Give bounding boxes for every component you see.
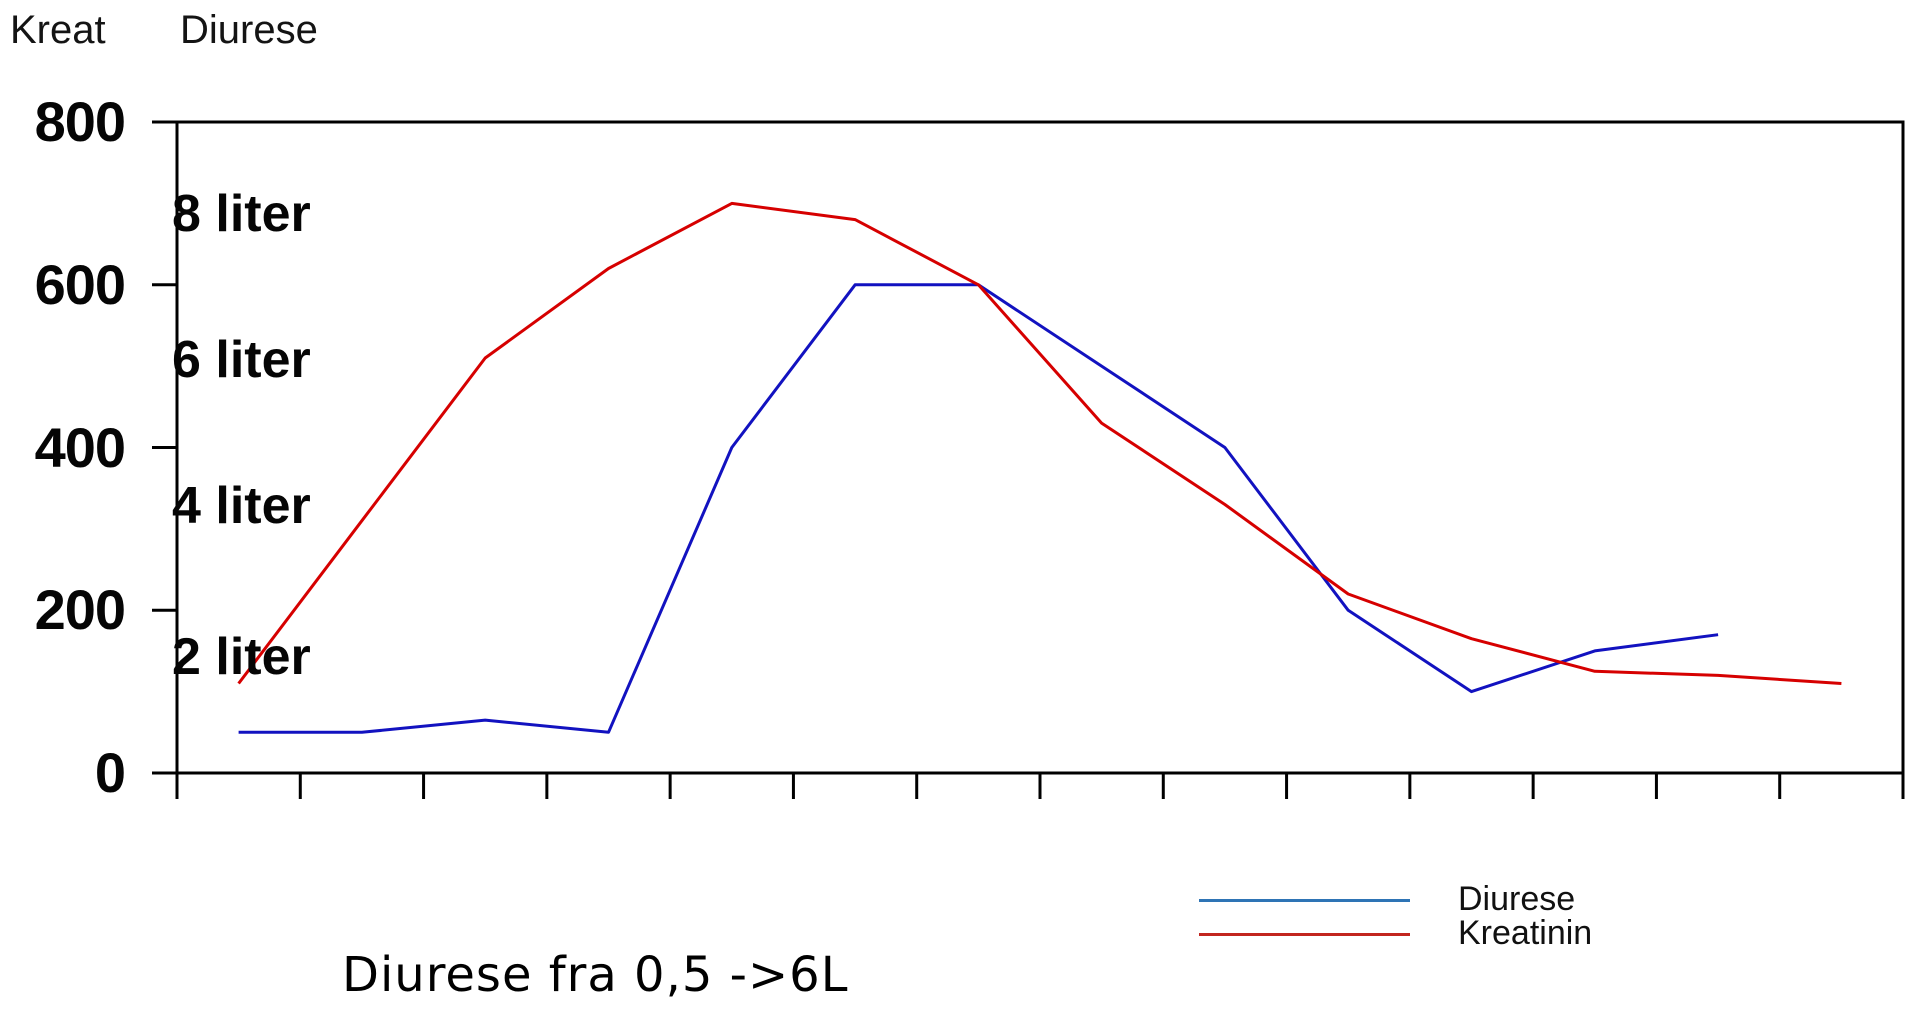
volume-label-8l: 8 liter: [172, 185, 311, 243]
legend-label-diurese: Diurese: [1458, 880, 1576, 918]
y-tick-label-400: 400: [34, 416, 126, 479]
volume-label-6l: 6 liter: [172, 331, 311, 389]
legend-line-diurese: [1199, 899, 1410, 902]
right-axis-title: Diurese: [180, 8, 318, 52]
legend-line-kreatinin: [1199, 933, 1410, 936]
volume-label-2l: 2 liter: [172, 628, 311, 686]
caption: Diurese fra 0,5 ->6L: [342, 947, 849, 1003]
plot-frame: [175, 120, 1905, 775]
y-tick-label-0: 0: [94, 741, 126, 804]
y-tick-label-200: 200: [34, 578, 126, 641]
y-tick-label-600: 600: [34, 253, 126, 316]
series-line-diurese: [238, 283, 1719, 734]
left-axis-title: Kreat: [10, 8, 106, 52]
series-line-kreatinin: [237, 201, 1842, 685]
y-tick-label-800: 800: [34, 90, 126, 153]
legend-label-kreatinin: Kreatinin: [1458, 914, 1593, 952]
volume-label-4l: 4 liter: [172, 477, 311, 535]
